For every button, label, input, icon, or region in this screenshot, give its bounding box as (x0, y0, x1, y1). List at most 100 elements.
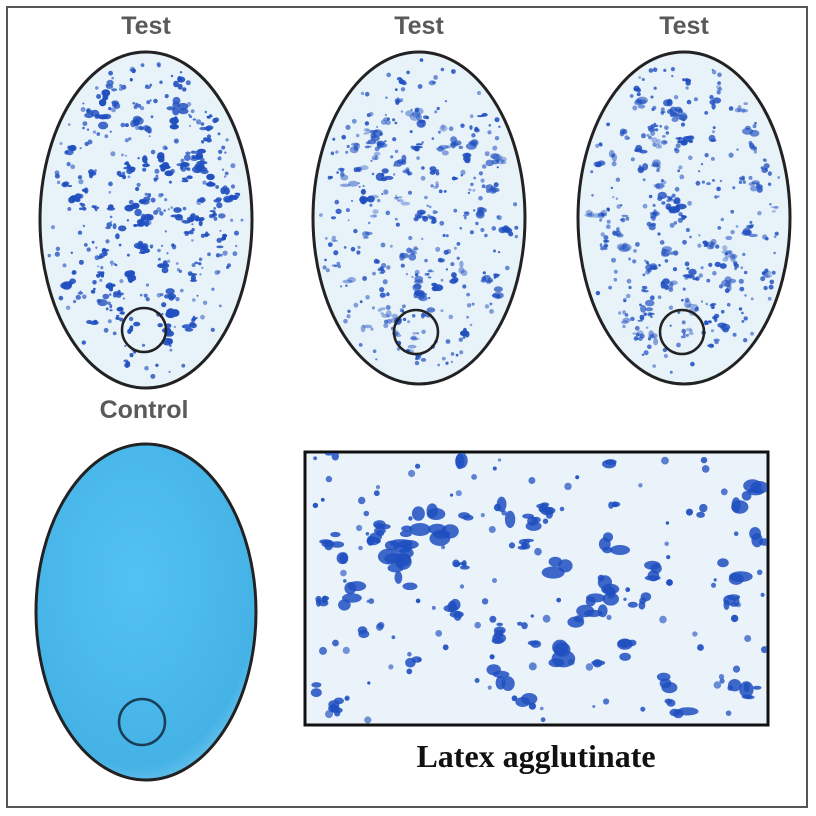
agglutinate-dot (659, 615, 667, 624)
control-label: Control (99, 396, 189, 424)
agglutinate-clump (115, 316, 120, 321)
agglutinate-dot (139, 126, 144, 131)
agglutinate-dot (491, 226, 497, 231)
agglutinate-dot (728, 106, 734, 111)
agglutinate-dot (442, 644, 449, 651)
agglutinate-clump (752, 685, 762, 690)
agglutinate-dot (622, 324, 626, 329)
agglutinate-clump (111, 88, 118, 92)
agglutinate-clump (742, 180, 747, 184)
agglutinate-dot (161, 302, 167, 308)
agglutinate-dot (489, 309, 494, 314)
agglutinate-dot (635, 333, 640, 337)
agglutinate-dot (505, 265, 510, 271)
agglutinate-dot (340, 569, 347, 577)
agglutinate-dot (96, 94, 102, 99)
agglutinate-dot (697, 243, 702, 248)
agglutinate-dot (345, 124, 351, 130)
agglutinate-clump (376, 140, 386, 146)
agglutinate-dot (56, 180, 61, 185)
agglutinate-dot (669, 324, 672, 327)
agglutinate-dot (125, 154, 127, 157)
agglutinate-dot (394, 149, 399, 154)
agglutinate-dot (717, 195, 720, 198)
agglutinate-clump (428, 80, 436, 86)
agglutinate-clump (648, 312, 655, 316)
agglutinate-clump (377, 548, 400, 565)
agglutinate-dot (445, 234, 449, 238)
agglutinate-dot (126, 253, 130, 257)
agglutinate-dot (710, 329, 715, 333)
agglutinate-clump (94, 208, 98, 212)
agglutinate-dot (738, 278, 744, 284)
agglutinate-dot (371, 172, 375, 176)
agglutinate-dot (139, 293, 143, 297)
agglutinate-dot (145, 283, 150, 287)
agglutinate-dot (119, 84, 123, 87)
reaction-circle-control (117, 697, 167, 747)
agglutinate-clump (576, 604, 595, 618)
agglutinate-clump (408, 253, 417, 261)
agglutinate-clump (188, 230, 193, 233)
agglutinate-clump (603, 239, 609, 242)
agglutinate-clump (671, 117, 679, 122)
agglutinate-dot (459, 584, 465, 589)
agglutinate-clump (384, 540, 400, 551)
agglutinate-clump (752, 144, 756, 150)
agglutinate-clump (651, 137, 658, 143)
agglutinate-dot (411, 275, 414, 279)
agglutinate-clump (383, 117, 390, 122)
agglutinate-clump (451, 272, 457, 278)
agglutinate-dot (111, 76, 114, 80)
agglutinate-dot (684, 261, 690, 267)
agglutinate-clump (704, 320, 708, 323)
agglutinate-dot (222, 250, 228, 256)
agglutinate-dot (663, 353, 669, 359)
agglutinate-dot (710, 156, 715, 161)
agglutinate-clump (416, 113, 423, 121)
agglutinate-dot (630, 316, 635, 321)
test-label-2: Test (394, 12, 444, 40)
agglutinate-dot (108, 293, 112, 296)
agglutinate-dot (82, 294, 87, 300)
agglutinate-dot (735, 225, 739, 228)
agglutinate-dot (218, 304, 222, 308)
agglutinate-dot (357, 182, 360, 185)
reaction-circle-1 (120, 306, 168, 354)
agglutinate-dot (358, 545, 363, 551)
agglutinate-clump (464, 211, 470, 216)
agglutinate-dot (156, 293, 162, 298)
agglutinate-dot (198, 257, 203, 262)
agglutinate-dot (397, 199, 400, 202)
agglutinate-dot (119, 279, 124, 284)
agglutinate-clump (485, 159, 494, 167)
agglutinate-clump (173, 80, 179, 88)
agglutinate-clump (640, 592, 652, 602)
agglutinate-clump (602, 546, 613, 554)
agglutinate-clump (724, 281, 732, 287)
agglutinate-clump (105, 307, 109, 311)
agglutinate-dot (666, 555, 671, 560)
agglutinate-dot (733, 262, 738, 267)
agglutinate-dot (428, 205, 432, 209)
agglutinate-dot (110, 264, 113, 266)
agglutinate-clump (493, 626, 506, 635)
agglutinate-clump (686, 303, 698, 308)
agglutinate-dot (395, 222, 400, 227)
agglutinate-dot (681, 298, 684, 302)
agglutinate-clump (684, 300, 692, 309)
agglutinate-clump (643, 290, 649, 293)
agglutinate-dot (750, 297, 754, 301)
agglutinate-clump (445, 145, 452, 149)
agglutinate-clump (144, 220, 150, 227)
agglutinate-dot (91, 240, 95, 244)
agglutinate-dot (161, 244, 164, 247)
agglutinate-dot (351, 118, 357, 124)
agglutinate-clump (469, 125, 473, 130)
agglutinate-dot (191, 239, 194, 242)
agglutinate-clump (625, 293, 631, 299)
agglutinate-dot (82, 121, 88, 126)
agglutinate-dot (738, 307, 743, 311)
agglutinate-dot (730, 614, 739, 623)
agglutinate-clump (353, 145, 359, 152)
